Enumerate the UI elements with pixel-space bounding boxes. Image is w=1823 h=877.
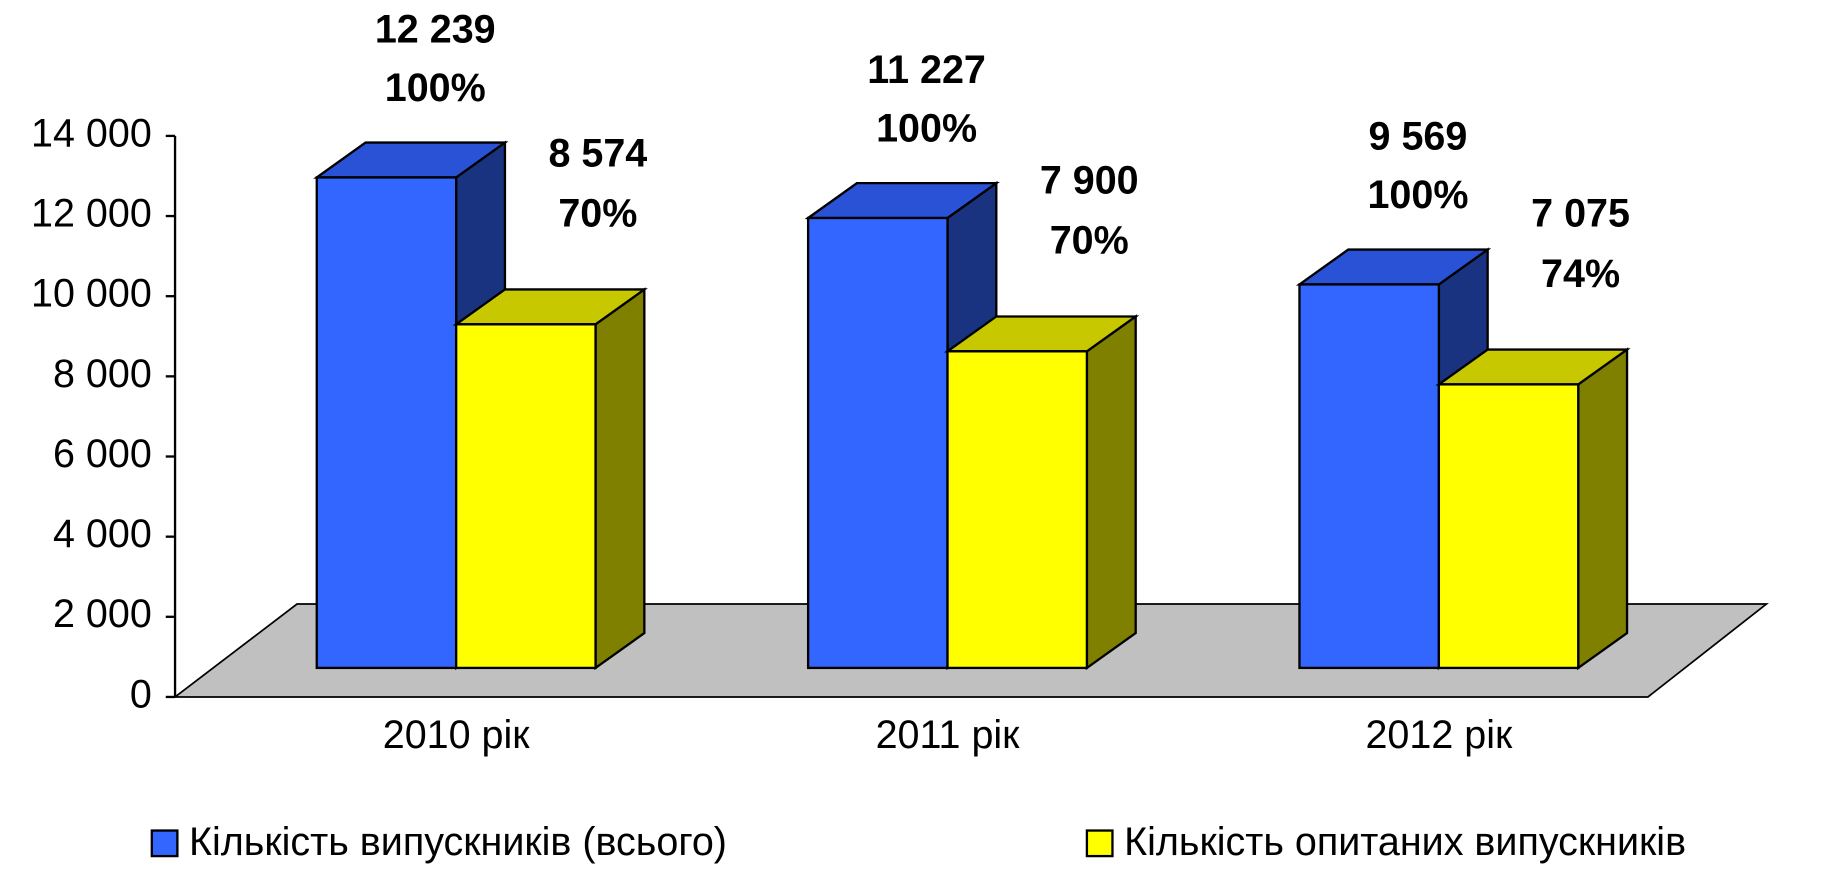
y-tick-label: 10 000: [31, 272, 152, 316]
legend-label: Кількість опитаних випускників: [1124, 820, 1686, 864]
share-label: 70%: [558, 192, 637, 236]
bar: [315, 176, 458, 670]
bar: [946, 350, 1089, 670]
y-tick-label: 0: [130, 672, 152, 716]
value-label: 7 075: [1531, 191, 1630, 235]
y-tick-label: 8 000: [53, 352, 152, 396]
legend-label: Кількість випускників (всього): [189, 820, 727, 864]
bar-side: [1577, 347, 1629, 671]
share-label: 100%: [1367, 173, 1468, 217]
share-label: 100%: [876, 106, 977, 150]
x-tick-label: 2010 рік: [383, 713, 531, 757]
bar: [806, 216, 949, 670]
legend-swatch: [150, 829, 179, 858]
y-tick-label: 6 000: [53, 432, 152, 476]
x-tick-label: 2011 рік: [876, 713, 1021, 757]
y-tick-label: 14 000: [31, 111, 152, 155]
x-tick-label: 2012 рік: [1365, 713, 1513, 757]
share-label: 74%: [1541, 252, 1620, 296]
value-label: 11 227: [867, 48, 986, 92]
y-tick-label: 4 000: [53, 512, 152, 556]
value-label: 12 239: [375, 8, 496, 52]
bar: [1298, 283, 1441, 670]
bar-side: [594, 287, 646, 671]
bar-side: [1085, 314, 1137, 671]
share-label: 100%: [385, 66, 486, 110]
share-label: 70%: [1050, 219, 1129, 263]
bar: [1437, 383, 1580, 670]
legend-swatch: [1085, 829, 1114, 858]
y-tick-label: 12 000: [31, 191, 152, 235]
bar: [454, 323, 597, 670]
value-label: 8 574: [548, 131, 647, 175]
value-label: 7 900: [1040, 158, 1139, 202]
y-tick-label: 2 000: [53, 592, 152, 636]
value-label: 9 569: [1369, 115, 1468, 159]
